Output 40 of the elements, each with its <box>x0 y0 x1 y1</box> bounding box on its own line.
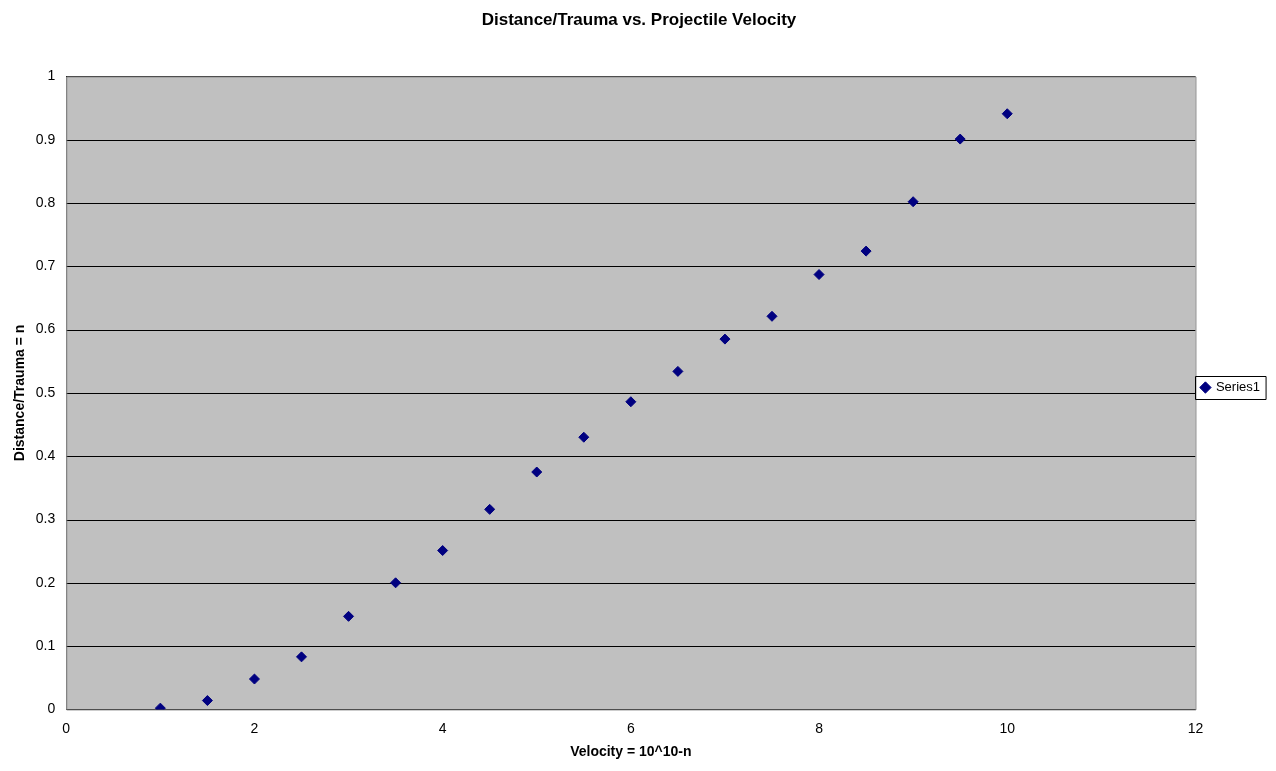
x-tick-label: 4 <box>438 719 447 736</box>
chart-title: Distance/Trauma vs. Projectile Velocity <box>481 9 797 29</box>
y-tick-label: 0.4 <box>35 447 56 464</box>
point <box>248 673 260 685</box>
x-tick-label: 12 <box>1187 719 1204 736</box>
point <box>672 365 684 377</box>
point <box>437 545 449 557</box>
y-axis-title: Distance/Trauma = n <box>11 324 28 462</box>
x-tick-label: 6 <box>626 719 635 736</box>
x-axis-title: Velocity = 10^10-n <box>570 743 692 760</box>
legend-label: Series1 <box>1215 379 1260 395</box>
point <box>390 577 402 589</box>
point <box>907 196 919 208</box>
y-tick-label: 0 <box>47 700 56 717</box>
y-tick-label: 0.5 <box>35 383 56 400</box>
point <box>813 269 825 281</box>
y-tick-label: 0.9 <box>35 130 56 147</box>
point <box>578 431 590 443</box>
point <box>954 133 966 145</box>
point <box>343 610 355 622</box>
x-tick-label: 10 <box>999 719 1016 736</box>
point <box>201 695 213 707</box>
point <box>766 310 778 322</box>
y-tick-label: 0.2 <box>35 573 56 590</box>
point <box>484 503 496 515</box>
x-tick-label: 8 <box>815 719 824 736</box>
y-tick-label: 0.1 <box>35 636 56 653</box>
point <box>860 245 872 257</box>
point <box>719 333 731 345</box>
point <box>531 466 543 478</box>
y-tick-label: 0.7 <box>35 257 56 274</box>
y-tick-label: 0.6 <box>35 320 56 337</box>
point <box>625 396 637 408</box>
x-tick-label: 0 <box>62 719 71 736</box>
point <box>1001 108 1013 120</box>
y-tick-label: 1 <box>47 67 56 84</box>
y-tick-label: 0.3 <box>35 510 56 527</box>
x-tick-label: 2 <box>250 719 259 736</box>
point <box>296 651 307 663</box>
y-tick-label: 0.8 <box>35 193 56 210</box>
